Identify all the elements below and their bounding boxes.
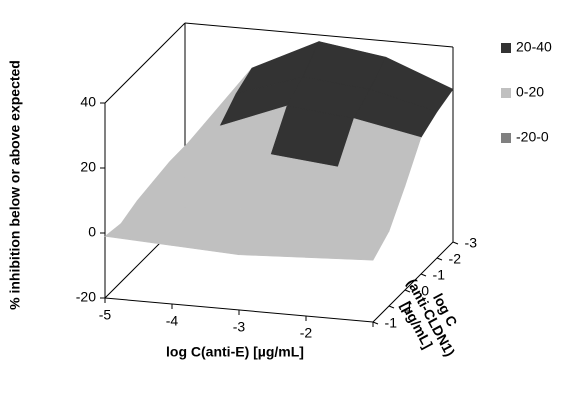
depth-tick-label: -1	[433, 267, 446, 283]
depth-tick-label: -1	[385, 315, 398, 331]
legend-swatch	[501, 133, 511, 143]
x-tick-label: -3	[233, 319, 246, 335]
depth-tick-label: 0	[421, 283, 429, 299]
depth-axis-line	[372, 241, 454, 323]
x-tick-label: -5	[99, 307, 112, 323]
x-axis-title: log C(anti-E) [µg/mL]	[166, 344, 304, 360]
y-axis-title: % inhibition below or above expected	[7, 60, 23, 310]
wall-edge	[184, 22, 454, 48]
depth-tick	[388, 305, 395, 309]
legend-swatch	[501, 43, 511, 53]
depth-tick	[452, 241, 459, 245]
x-tick-label: -4	[166, 313, 179, 329]
y-tick-label: -20	[76, 289, 96, 305]
depth-tick	[372, 321, 379, 325]
depth-tick-label: -2	[449, 251, 462, 267]
depth-tick-label: 1	[405, 299, 413, 315]
depth-tick	[404, 289, 411, 293]
depth-axis-title: log C (anti-CLDN1) [µg/mL]	[398, 276, 461, 359]
legend-label: 0-20	[516, 84, 544, 100]
legend-label: 20-40	[516, 39, 552, 55]
x-tick-label: -2	[300, 325, 313, 341]
legend-label: -20-0	[516, 129, 549, 145]
depth-tick-label: -3	[465, 235, 478, 251]
surface-patch	[305, 218, 390, 261]
y-tick-label: 0	[88, 224, 96, 240]
legend-swatch	[501, 88, 511, 98]
y-tick-label: 40	[80, 94, 96, 110]
wall-edge	[104, 22, 186, 104]
depth-tick	[436, 257, 443, 261]
depth-tick	[420, 273, 427, 277]
y-tick-label: 20	[80, 159, 96, 175]
